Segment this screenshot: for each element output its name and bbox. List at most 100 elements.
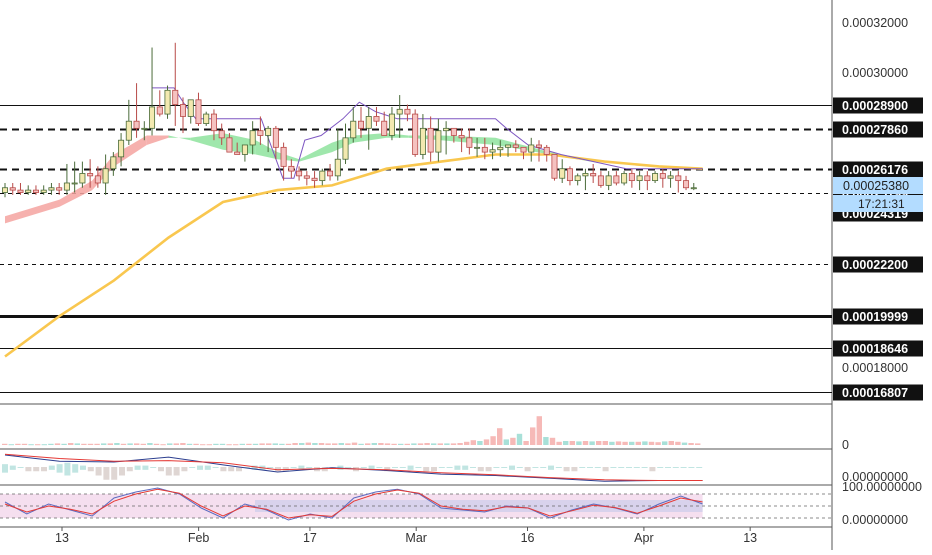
price-tick-1: 0.00030000	[842, 66, 908, 80]
macd-hist-bar-8	[64, 462, 71, 476]
macd-hist-bar-11	[87, 467, 94, 472]
macd-hist-bar-29	[228, 467, 235, 472]
volume-bar-75	[497, 428, 503, 445]
volume-bar-6	[41, 444, 47, 446]
time-tick-3: Mar	[405, 531, 427, 545]
volume-bar-49	[325, 443, 331, 445]
candle-body-63	[489, 149, 496, 153]
volume-bar-1	[8, 444, 14, 446]
candle-body-89	[690, 187, 697, 190]
candle-body-74	[574, 175, 581, 182]
macd-hist-bar-50	[392, 467, 398, 468]
macd-hist-bar-56	[438, 467, 445, 468]
candle-body-54	[419, 127, 426, 155]
candle-body-19	[149, 106, 156, 129]
volume-bar-62	[411, 443, 417, 445]
volume-bar-29	[193, 443, 199, 445]
ma-band-segment-5	[168, 135, 191, 141]
macd-hist-bar-18	[142, 465, 149, 470]
macd-hist-bar-32	[251, 465, 258, 470]
macd-hist-bar-80	[626, 467, 632, 468]
volume-bar-97	[642, 441, 648, 445]
candle-body-43	[334, 158, 341, 177]
macd-hist-bar-52	[407, 465, 414, 470]
ma-band-segment-1	[59, 180, 93, 207]
volume-bar-35	[233, 444, 239, 446]
macd-hist-bar-3	[25, 467, 32, 472]
volume-bar-65	[431, 443, 437, 445]
candle-body-48	[373, 116, 380, 122]
candle-body-37	[288, 165, 295, 172]
candle-body-24	[187, 99, 194, 117]
macd-hist-bar-2	[17, 467, 24, 468]
last-price-tag-value: 0.00025380	[843, 179, 909, 193]
macd-hist-bar-63	[493, 467, 500, 468]
candle-body-26	[203, 113, 210, 124]
volume-bar-78	[516, 433, 523, 445]
ma-band-segment-16	[495, 137, 550, 155]
volume-bar-32	[213, 443, 219, 445]
macd-hist-bar-35	[275, 467, 281, 472]
volume-bar-76	[503, 439, 509, 445]
candle-body-64	[497, 146, 504, 151]
volume-bar-46	[305, 442, 311, 445]
candle-body-66	[512, 144, 519, 148]
macd-hist-bar-14	[111, 467, 118, 480]
volume-bar-21	[140, 443, 146, 445]
candle-body-75	[582, 173, 589, 177]
macd-hist-bar-85	[665, 467, 671, 468]
level-label-box-8	[833, 384, 923, 401]
volume-bar-83	[549, 437, 556, 445]
macd-hist-bar-39	[306, 467, 313, 468]
volume-bar-19	[127, 443, 133, 445]
volume-bar-12	[81, 443, 87, 445]
candle-body-77	[597, 175, 604, 186]
volume-bar-4	[28, 444, 34, 446]
candle-body-29	[226, 137, 233, 153]
volume-bar-34	[226, 444, 232, 446]
volume-bar-30	[200, 444, 206, 446]
macd-hist-bar-73	[571, 467, 578, 472]
macd-hist-bar-10	[80, 465, 86, 470]
macd-hist-bar-27	[212, 467, 219, 468]
macd-hist-bar-54	[423, 467, 430, 472]
candle-body-0	[2, 187, 8, 193]
macd-hist-bar-81	[633, 467, 640, 468]
volume-bar-67	[444, 443, 450, 445]
volume-bar-11	[74, 443, 80, 445]
candle-body-31	[241, 144, 248, 155]
macd-hist-bar-87	[680, 467, 687, 468]
macd-hist-bar-70	[548, 465, 554, 470]
candle-body-11	[87, 173, 94, 177]
candle-body-72	[559, 168, 566, 179]
volume-bar-22	[147, 443, 153, 445]
macd-hist-bar-84	[657, 467, 664, 468]
volume-bar-2	[15, 443, 21, 445]
macd-hist-bar-75	[587, 467, 593, 468]
candle-body-16	[125, 120, 132, 141]
level-label-1: 0.00027860	[842, 123, 908, 137]
price-tick-0: 0.00032000	[842, 16, 908, 30]
ma-band-segment-10	[299, 142, 332, 162]
candle-body-47	[365, 116, 372, 129]
price-tick-2: 0.00018000	[842, 361, 908, 375]
channel-line	[152, 87, 703, 179]
macd-hist-bar-71	[555, 467, 562, 468]
time-tick-2: 17	[303, 531, 317, 545]
macd-hist-bar-13	[103, 467, 110, 480]
macd-hist-bar-74	[579, 467, 586, 468]
volume-bar-69	[457, 443, 463, 445]
volume-bar-93	[615, 441, 622, 445]
candle-body-14	[110, 156, 117, 170]
candle-body-68	[528, 144, 535, 153]
osc-band-inner	[255, 500, 703, 512]
candle-body-25	[195, 99, 202, 124]
volume-bar-48	[318, 443, 325, 445]
macd-hist-bar-68	[532, 467, 539, 468]
countdown-tag-value: 17:21:31	[858, 197, 905, 211]
macd-hist-bar-20	[158, 467, 164, 472]
volume-bar-84	[556, 441, 562, 445]
osc-line-0	[4, 487, 703, 521]
